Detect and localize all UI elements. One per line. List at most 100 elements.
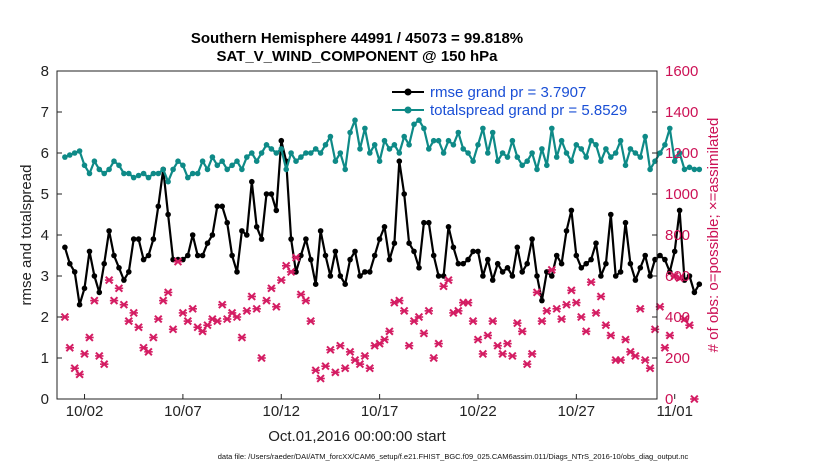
series-point-0: [253, 224, 260, 230]
series-point-0: [278, 137, 285, 144]
series-point-1: [234, 158, 240, 164]
series-point-1: [81, 162, 88, 169]
series-point-1: [116, 162, 122, 169]
series-point-1: [430, 137, 437, 144]
plot-area: [60, 117, 703, 404]
series-point-1: [391, 142, 398, 148]
series-point-1: [568, 158, 575, 164]
series-point-2: [144, 347, 153, 356]
series-point-0: [676, 207, 683, 214]
series-point-1: [332, 158, 339, 164]
series-point-2: [124, 316, 134, 326]
series-point-1: [514, 154, 521, 160]
series-point-1: [189, 170, 196, 177]
series-point-1: [376, 158, 383, 164]
series-point-1: [386, 146, 393, 152]
series-point-0: [652, 256, 658, 263]
series-point-2: [640, 355, 650, 365]
series-point-0: [549, 273, 555, 279]
series-point-2: [675, 273, 684, 283]
series-point-1: [416, 117, 422, 123]
series-point-1: [140, 170, 147, 177]
series-point-1: [268, 146, 275, 152]
series-point-0: [534, 273, 540, 279]
series-point-2: [232, 312, 242, 322]
series-point-1: [298, 154, 304, 160]
series-point-2: [355, 360, 365, 369]
series-point-0: [303, 236, 309, 242]
series-point-1: [303, 150, 309, 156]
series-point-0: [588, 256, 594, 263]
series-point-0: [381, 224, 388, 230]
y-right-tick-label: 1400: [665, 104, 698, 121]
series-point-1: [367, 150, 373, 156]
series-point-0: [135, 236, 142, 242]
legend: rmse grand pr = 3.7907 totalspread grand…: [392, 84, 627, 119]
series-point-0: [480, 273, 486, 279]
series-point-1: [657, 150, 663, 156]
series-point-2: [321, 362, 330, 371]
series-point-0: [499, 269, 506, 275]
series-point-1: [632, 150, 639, 156]
series-point-0: [185, 252, 191, 259]
series-point-0: [165, 211, 171, 218]
series-point-1: [652, 158, 658, 164]
series-point-2: [281, 261, 291, 270]
series-point-1: [352, 117, 358, 123]
series-point-1: [612, 150, 619, 156]
series-point-0: [357, 273, 363, 279]
series-line-0: [63, 139, 701, 306]
series-point-0: [219, 203, 225, 210]
series-point-0: [391, 240, 398, 246]
series-point-1: [106, 166, 112, 173]
series-point-2: [218, 300, 227, 309]
series-point-1: [204, 166, 211, 173]
series-point-1: [86, 170, 93, 177]
y-right-tick-label: 800: [665, 227, 690, 244]
series-point-1: [681, 166, 688, 173]
axes: 0 1 2 3 4 5 6 7 8 0 200 400 600 800 1000 1200 1400 1600 10…: [41, 63, 699, 420]
series-point-1: [406, 142, 412, 148]
series-point-0: [450, 244, 457, 251]
y-right-tick-label: 1000: [665, 186, 698, 203]
series-point-2: [606, 331, 615, 340]
series-point-2: [365, 364, 374, 373]
series-point-1: [288, 150, 294, 156]
series-point-0: [642, 252, 648, 259]
series-point-0: [475, 248, 481, 255]
legend-spread-marker: [404, 106, 412, 114]
series-point-1: [209, 154, 216, 160]
series-point-0: [465, 256, 471, 263]
series-point-0: [514, 244, 521, 251]
y-tick-label: 1: [41, 350, 49, 367]
y-tick-label: 6: [41, 145, 49, 162]
series-point-2: [665, 331, 674, 340]
series-point-0: [647, 273, 653, 279]
series-point-0: [662, 256, 668, 263]
series-point-0: [416, 265, 422, 271]
series-point-1: [76, 148, 83, 154]
series-point-2: [60, 312, 70, 322]
series-point-2: [80, 349, 89, 359]
series-point-1: [608, 154, 614, 160]
series-point-2: [454, 306, 463, 315]
series-point-2: [203, 321, 212, 330]
series-point-0: [239, 228, 245, 234]
series-point-1: [239, 166, 245, 173]
series-point-2: [483, 331, 493, 340]
series-point-1: [175, 158, 181, 164]
series-point-1: [371, 142, 378, 148]
series-point-2: [149, 333, 158, 342]
series-point-0: [116, 265, 122, 271]
series-point-1: [411, 121, 417, 128]
series-point-1: [62, 154, 68, 160]
series-point-2: [532, 288, 542, 297]
series-point-1: [229, 162, 235, 169]
series-point-0: [435, 273, 442, 279]
series-point-0: [504, 265, 511, 271]
series-point-0: [288, 236, 294, 242]
footnote: data file: /Users/raeder/DAI/ATM_forcXX/…: [218, 452, 689, 461]
series-point-1: [598, 158, 604, 164]
series-point-1: [519, 162, 525, 169]
series-point-0: [322, 252, 329, 259]
